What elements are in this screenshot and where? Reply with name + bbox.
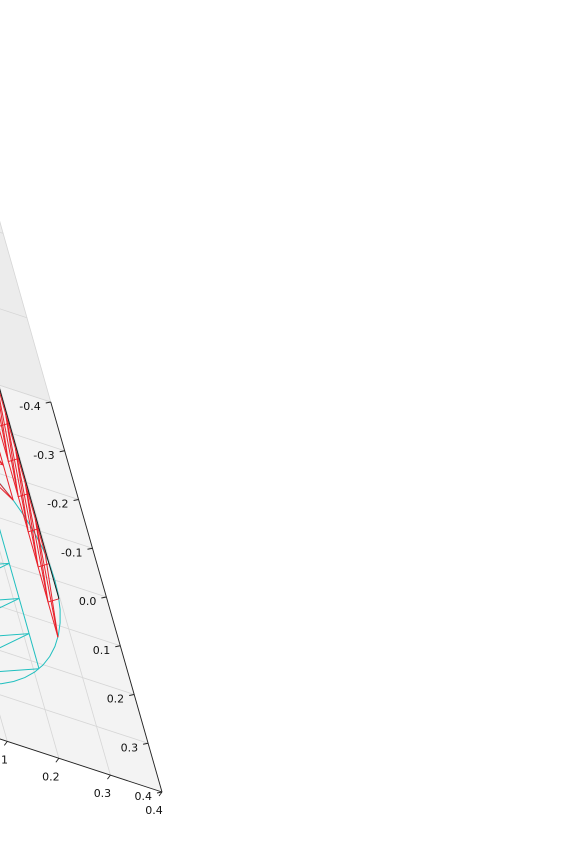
floor-gridline <box>0 517 93 549</box>
mesh-diagonal <box>18 492 30 498</box>
y-tick <box>87 547 93 550</box>
panel-edge <box>0 528 40 669</box>
floor-gridline <box>0 605 121 647</box>
y-tick <box>115 645 121 648</box>
y-tick-label: 0.1 <box>93 644 111 657</box>
y-tick-label: -0.4 <box>19 400 40 413</box>
mesh-diagonal <box>47 598 60 603</box>
tick-labels: -0.4 -0.3 -0.2 -0.1 0.0 0.1 0.2 0.3 0.40.4 0.3 0.2… <box>0 400 163 817</box>
mesh-diagonal <box>24 483 49 603</box>
mesh-ring-segment <box>34 518 49 603</box>
y-tick-label: -0.1 <box>61 546 82 559</box>
x-tick-label: 0.1 <box>0 753 8 766</box>
mesh-diagonal <box>8 457 20 462</box>
x-tick <box>3 741 8 746</box>
y-tick <box>101 596 107 599</box>
y-tick-label: 0.0 <box>79 595 97 608</box>
y-tick-label: 0.3 <box>121 741 139 754</box>
mesh-diagonal <box>0 633 30 649</box>
floor-gridline <box>0 650 135 695</box>
x-tick <box>158 791 163 797</box>
mesh-diagonal <box>34 518 59 638</box>
mesh-diagonal <box>0 415 9 462</box>
panel-edge <box>0 391 46 555</box>
mesh-diagonal <box>14 448 39 568</box>
bottom-ring <box>0 482 61 685</box>
x-tick-label: 0.4 <box>145 804 163 817</box>
mesh-ring-segment <box>0 633 30 637</box>
y-tick-label: 0.2 <box>107 693 125 706</box>
mesh-ring-segment <box>24 483 39 568</box>
y-tick <box>59 450 65 453</box>
x-axis-line <box>0 738 163 793</box>
x-tick-label: 0.3 <box>94 787 112 800</box>
panel-seam <box>0 388 60 599</box>
floor-gridline <box>0 561 107 598</box>
mesh-diagonal <box>28 528 40 533</box>
wall-gridline <box>0 220 52 403</box>
floor-gridline <box>0 473 79 500</box>
x-tick <box>55 757 60 763</box>
mesh-diagonal <box>5 413 29 532</box>
floor-gridline <box>0 694 149 744</box>
floor-gridline <box>0 550 60 759</box>
mesh-diagonal <box>0 398 19 497</box>
mesh-ring-segment <box>14 448 29 532</box>
cylinder-mesh <box>0 388 61 685</box>
y-tick-label: -0.3 <box>33 449 54 462</box>
back-wall-pane <box>0 222 51 402</box>
y-tick <box>156 791 163 794</box>
mesh-ring-segment <box>5 413 19 497</box>
x-tick-label: 0.2 <box>42 770 60 783</box>
y-tick <box>45 401 51 404</box>
mesh-diagonal <box>37 563 50 568</box>
mesh-diagonal <box>0 598 20 609</box>
wall-gridline <box>0 231 4 234</box>
mesh-ring-segment <box>0 668 40 673</box>
panel-edge <box>0 430 59 638</box>
y-tick <box>129 694 135 696</box>
mesh-ring-segment <box>0 597 20 601</box>
mesh-diagonal <box>0 422 10 427</box>
axis-lines <box>0 401 163 797</box>
y-tick-label: -0.2 <box>47 498 68 511</box>
mesh-ring-segment <box>44 553 59 638</box>
mesh-ring-segment <box>0 403 9 462</box>
y-tick <box>143 742 149 745</box>
y-tick-label: 0.4 <box>135 790 153 803</box>
y-tick <box>73 499 79 501</box>
x-tick <box>107 774 111 780</box>
